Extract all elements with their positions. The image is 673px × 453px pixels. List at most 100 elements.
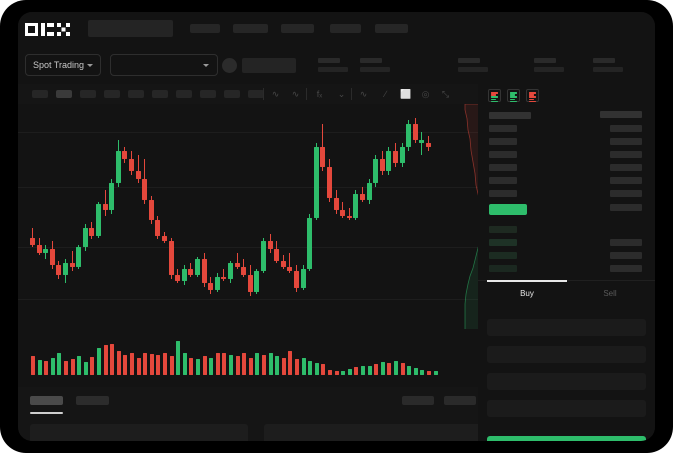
volume-bar-24	[189, 358, 194, 375]
candle-55	[393, 104, 398, 329]
ruler-icon[interactable]: ∕	[384, 89, 387, 99]
spot-trading-label: Spot Trading	[32, 60, 85, 70]
order-book-row-left-7[interactable]	[489, 226, 517, 233]
fullscreen-icon[interactable]: ⤡	[441, 89, 450, 99]
order-book-row-left-0[interactable]	[489, 112, 531, 119]
candle-body	[63, 263, 68, 275]
order-book-row-right-10[interactable]	[610, 265, 642, 272]
volume-bar-25	[196, 359, 200, 375]
camera-icon[interactable]: ⬜	[400, 89, 412, 99]
indicator-icon[interactable]: ∿	[271, 89, 280, 99]
orders-tab-1[interactable]	[76, 396, 109, 405]
candle-body	[181, 268, 187, 281]
okx-logo[interactable]	[25, 23, 77, 36]
timeframe-chip-2[interactable]	[80, 90, 96, 98]
spot-trading-dropdown[interactable]: Spot Trading	[25, 54, 101, 76]
order-form-field-0[interactable]	[487, 319, 646, 336]
submit-buy-button[interactable]	[487, 436, 646, 441]
candle-body	[412, 123, 418, 140]
active-tab-underline	[30, 412, 63, 414]
orders-action-0[interactable]	[402, 396, 434, 405]
order-book-row-left-5[interactable]	[489, 177, 517, 184]
orders-field-1[interactable]	[264, 424, 482, 441]
order-book-row-left-3[interactable]	[489, 151, 517, 158]
chevron-down-icon[interactable]: ⌄	[337, 89, 346, 99]
candle-body	[221, 276, 227, 279]
order-form-field-1[interactable]	[487, 346, 646, 363]
order-book-row-right-0[interactable]	[600, 111, 642, 118]
volume-bar-23	[182, 352, 187, 375]
orderbook-icon-row	[510, 92, 517, 94]
tab-sell[interactable]: Sell	[603, 289, 617, 298]
timeframe-chip-9[interactable]	[248, 90, 264, 98]
last-price-value	[242, 58, 296, 73]
nav-item-0[interactable]	[190, 24, 220, 33]
volume-histogram	[18, 329, 478, 387]
order-book-row-left-9[interactable]	[489, 252, 517, 259]
candle-body	[195, 259, 200, 275]
order-book-row-right-9[interactable]	[610, 252, 642, 259]
market-stat-2	[458, 58, 488, 72]
candlestick-chart[interactable]	[18, 104, 478, 329]
candle-body	[300, 268, 306, 289]
orderbook-icon-row	[510, 94, 515, 96]
trading-pair-select[interactable]	[110, 54, 218, 76]
candle-43	[313, 104, 319, 329]
candle-body	[135, 170, 141, 179]
order-book-row-right-6[interactable]	[610, 190, 642, 197]
candle-body	[76, 247, 82, 267]
order-book-row-left-6[interactable]	[489, 190, 517, 197]
order-book-row-left-1[interactable]	[489, 125, 517, 132]
order-book-row-right-1[interactable]	[610, 125, 642, 132]
orderbook-bids-icon[interactable]	[507, 89, 520, 103]
nav-item-4[interactable]	[375, 24, 408, 33]
order-book-row-right-8[interactable]	[610, 239, 642, 246]
volume-bar-48	[347, 368, 352, 375]
volume-bar-30	[229, 354, 233, 375]
volume-bar-20	[163, 352, 167, 375]
nav-item-1[interactable]	[233, 24, 268, 33]
buy-sell-tab-bar: Buy Sell	[478, 280, 655, 306]
candle-body	[254, 270, 260, 293]
snapshot-icon[interactable]: ◎	[421, 89, 430, 99]
order-form-field-3[interactable]	[487, 400, 646, 417]
candle-15	[129, 104, 134, 329]
timeframe-chip-8[interactable]	[224, 90, 240, 98]
order-book-row-left-2[interactable]	[489, 138, 517, 145]
timeframe-chip-6[interactable]	[176, 90, 192, 98]
order-form-field-2[interactable]	[487, 373, 646, 390]
stat-value	[458, 67, 488, 72]
order-book-row-left-10[interactable]	[489, 265, 517, 272]
order-book-row-right-7[interactable]	[610, 204, 642, 211]
order-book-row-right-4[interactable]	[610, 164, 642, 171]
order-book-row-right-5[interactable]	[610, 177, 642, 184]
timeframe-chip-3[interactable]	[104, 90, 120, 98]
orderbook-both-icon[interactable]	[488, 89, 501, 103]
order-book-selected-row[interactable]	[489, 204, 527, 215]
timeframe-chip-1[interactable]	[56, 90, 72, 98]
line-chart-icon[interactable]: ∿	[359, 89, 368, 99]
orderbook-asks-icon[interactable]	[526, 89, 539, 103]
timeframe-chip-5[interactable]	[152, 90, 168, 98]
order-book-row-left-8[interactable]	[489, 239, 517, 246]
tab-buy[interactable]: Buy	[520, 289, 534, 298]
compare-icon[interactable]: ∿	[291, 89, 300, 99]
volume-bar-44	[321, 364, 326, 375]
orders-tab-0[interactable]	[30, 396, 63, 405]
candle-body	[168, 241, 174, 275]
chevron-down-icon	[203, 64, 209, 67]
order-book-row-left-4[interactable]	[489, 164, 517, 171]
nav-item-3[interactable]	[330, 24, 361, 33]
nav-item-2[interactable]	[281, 24, 314, 33]
orders-action-1[interactable]	[444, 396, 476, 405]
timeframe-chip-0[interactable]	[32, 90, 48, 98]
order-book-row-right-2[interactable]	[610, 138, 642, 145]
timeframe-chip-4[interactable]	[128, 90, 144, 98]
orders-field-0[interactable]	[30, 424, 248, 441]
timeframe-chip-7[interactable]	[200, 90, 216, 98]
search-input[interactable]	[88, 20, 173, 37]
order-book-row-right-3[interactable]	[610, 151, 642, 158]
settings-text-icon[interactable]: fₓ	[316, 89, 323, 99]
candle-44	[320, 104, 326, 329]
volume-bar-35	[262, 354, 266, 375]
